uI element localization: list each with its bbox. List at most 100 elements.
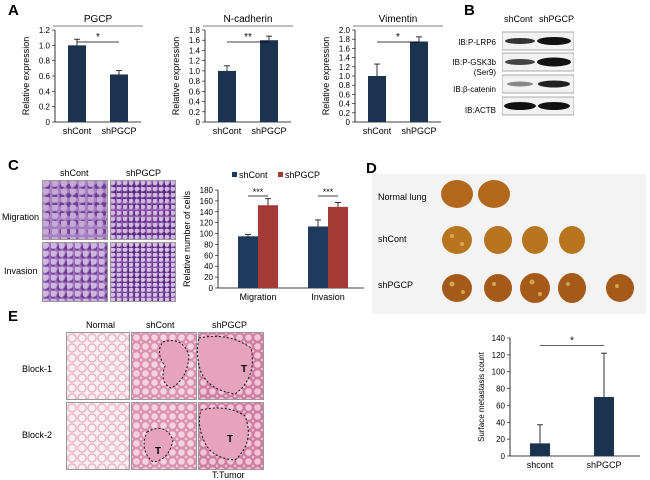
significance-mark: * <box>570 336 574 347</box>
y-tick-label: 0.4 <box>189 98 201 107</box>
panel-b-blot: shCont shPGCP IB:P-LRP6 IB:P-GSK3b (Ser9… <box>424 14 644 116</box>
histology-block1-normal <box>66 332 130 400</box>
panel-label-e: E <box>8 308 19 325</box>
y-tick-label: 0.8 <box>39 57 51 66</box>
x-tick-label: shPGCP <box>586 460 621 470</box>
significance-mark: *** <box>323 187 334 197</box>
y-tick-label: 0.4 <box>339 100 351 109</box>
legend-swatch <box>278 172 283 177</box>
e-row-block2: Block-2 <box>22 430 53 440</box>
legend-label: shCont <box>239 170 268 180</box>
panel-d-photo: Normal lung shCont shPGCP <box>372 174 646 314</box>
y-tick-label: 120 <box>492 351 506 360</box>
chart-title: Vimentin <box>379 14 418 25</box>
panel-label-c: C <box>8 157 19 174</box>
y-tick-label: 20 <box>204 273 213 282</box>
blot-row-label: (Ser9) <box>473 68 496 77</box>
bar <box>218 70 236 122</box>
chart-title: N-cadherin <box>224 14 273 25</box>
y-tick-label: 0.2 <box>39 103 51 112</box>
y-tick-label: 0.8 <box>339 81 351 90</box>
significance-mark: *** <box>253 187 264 197</box>
y-tick-label: 100 <box>200 230 214 239</box>
y-tick-label: 80 <box>496 385 505 394</box>
d-row-shpgcp: shPGCP <box>378 280 414 290</box>
x-tick-label: shPGCP <box>101 126 136 136</box>
y-tick-label: 0.8 <box>189 77 201 86</box>
x-tick-label: Invasion <box>311 292 345 302</box>
y-tick-label: 1.2 <box>39 26 51 35</box>
bar <box>258 205 278 288</box>
bar <box>328 206 348 288</box>
y-tick-label: 0.2 <box>339 109 351 118</box>
y-tick-label: 0 <box>46 118 51 127</box>
blot-row-label: IB:β-catenin <box>453 85 496 94</box>
blot-row-label: IB:P-GSK3b <box>452 58 496 67</box>
blot-col-shpgcp: shPGCP <box>539 14 575 24</box>
panel-label-b: B <box>464 2 475 19</box>
y-tick-label: 120 <box>200 219 214 228</box>
y-tick-label: 2.0 <box>339 26 351 35</box>
y-tick-label: 100 <box>492 368 506 377</box>
y-tick-label: 1.2 <box>189 57 201 66</box>
blot-row-label: IB:ACTB <box>464 106 496 115</box>
bar <box>410 41 428 122</box>
y-tick-label: 1.8 <box>339 35 351 44</box>
bar <box>260 40 278 122</box>
panel-d-chart: 0 20 40 60 80 100 120 140 Surface metastasis cou… <box>477 334 640 470</box>
y-tick-label: 0.2 <box>189 108 201 117</box>
y-tick-label: 0 <box>501 452 506 461</box>
y-tick-label: 0 <box>196 118 201 127</box>
y-tick-label: 40 <box>204 262 213 271</box>
legend-swatch <box>232 172 237 177</box>
micrograph-migration-shpgcp <box>110 180 176 240</box>
micrograph-invasion-shpgcp <box>110 242 176 302</box>
y-tick-label: 60 <box>204 251 213 260</box>
y-tick-label: 40 <box>496 418 505 427</box>
x-tick-label: shCont <box>363 126 392 136</box>
bar <box>594 397 614 456</box>
y-tick-label: 1.0 <box>189 67 201 76</box>
x-tick-label: shPGCP <box>251 126 286 136</box>
chart-title: PGCP <box>84 14 113 25</box>
y-tick-label: 0.4 <box>39 87 51 96</box>
y-tick-label: 60 <box>496 401 505 410</box>
y-tick-label: 0.6 <box>189 87 201 96</box>
tumor-outlines: T T T <box>143 335 253 463</box>
y-tick-label: 1.0 <box>339 72 351 81</box>
legend-label: shPGCP <box>285 170 320 180</box>
blot-col-shcont: shCont <box>504 14 533 24</box>
bar <box>238 236 258 288</box>
bar <box>530 443 550 456</box>
y-tick-label: 140 <box>200 208 214 217</box>
tumor-mark: T <box>241 364 247 375</box>
c-col-shpgcp: shPGCP <box>126 168 162 178</box>
y-tick-label: 0.6 <box>339 90 351 99</box>
lung-images <box>441 180 634 303</box>
panel-label-d: D <box>366 160 377 177</box>
y-tick-label: 1.6 <box>339 44 351 53</box>
x-tick-label: shcont <box>527 460 554 470</box>
micrograph-invasion-shcont <box>42 242 108 302</box>
d-row-normal: Normal lung <box>378 192 427 202</box>
x-tick-label: shPGCP <box>401 126 436 136</box>
y-tick-label: 0 <box>346 118 351 127</box>
blot-bands <box>502 31 574 116</box>
e-col-shpgcp: shPGCP <box>212 320 248 330</box>
y-tick-label: 0.6 <box>39 72 51 81</box>
x-tick-label: Migration <box>239 292 276 302</box>
e-col-normal: Normal <box>86 320 116 330</box>
c-row-invasion: Invasion <box>4 266 38 276</box>
y-tick-label: 0 <box>209 284 214 293</box>
y-axis-label: Relative expression <box>21 37 31 116</box>
histology-block2-normal <box>66 402 130 470</box>
significance-mark: * <box>396 32 400 43</box>
blot-row-label: IB:P-LRP6 <box>458 38 496 47</box>
bar <box>68 45 86 123</box>
y-tick-label: 1.4 <box>189 46 201 55</box>
y-tick-label: 80 <box>204 240 213 249</box>
tumor-mark: T <box>227 434 233 445</box>
y-axis-label: Relative expression <box>171 37 181 116</box>
